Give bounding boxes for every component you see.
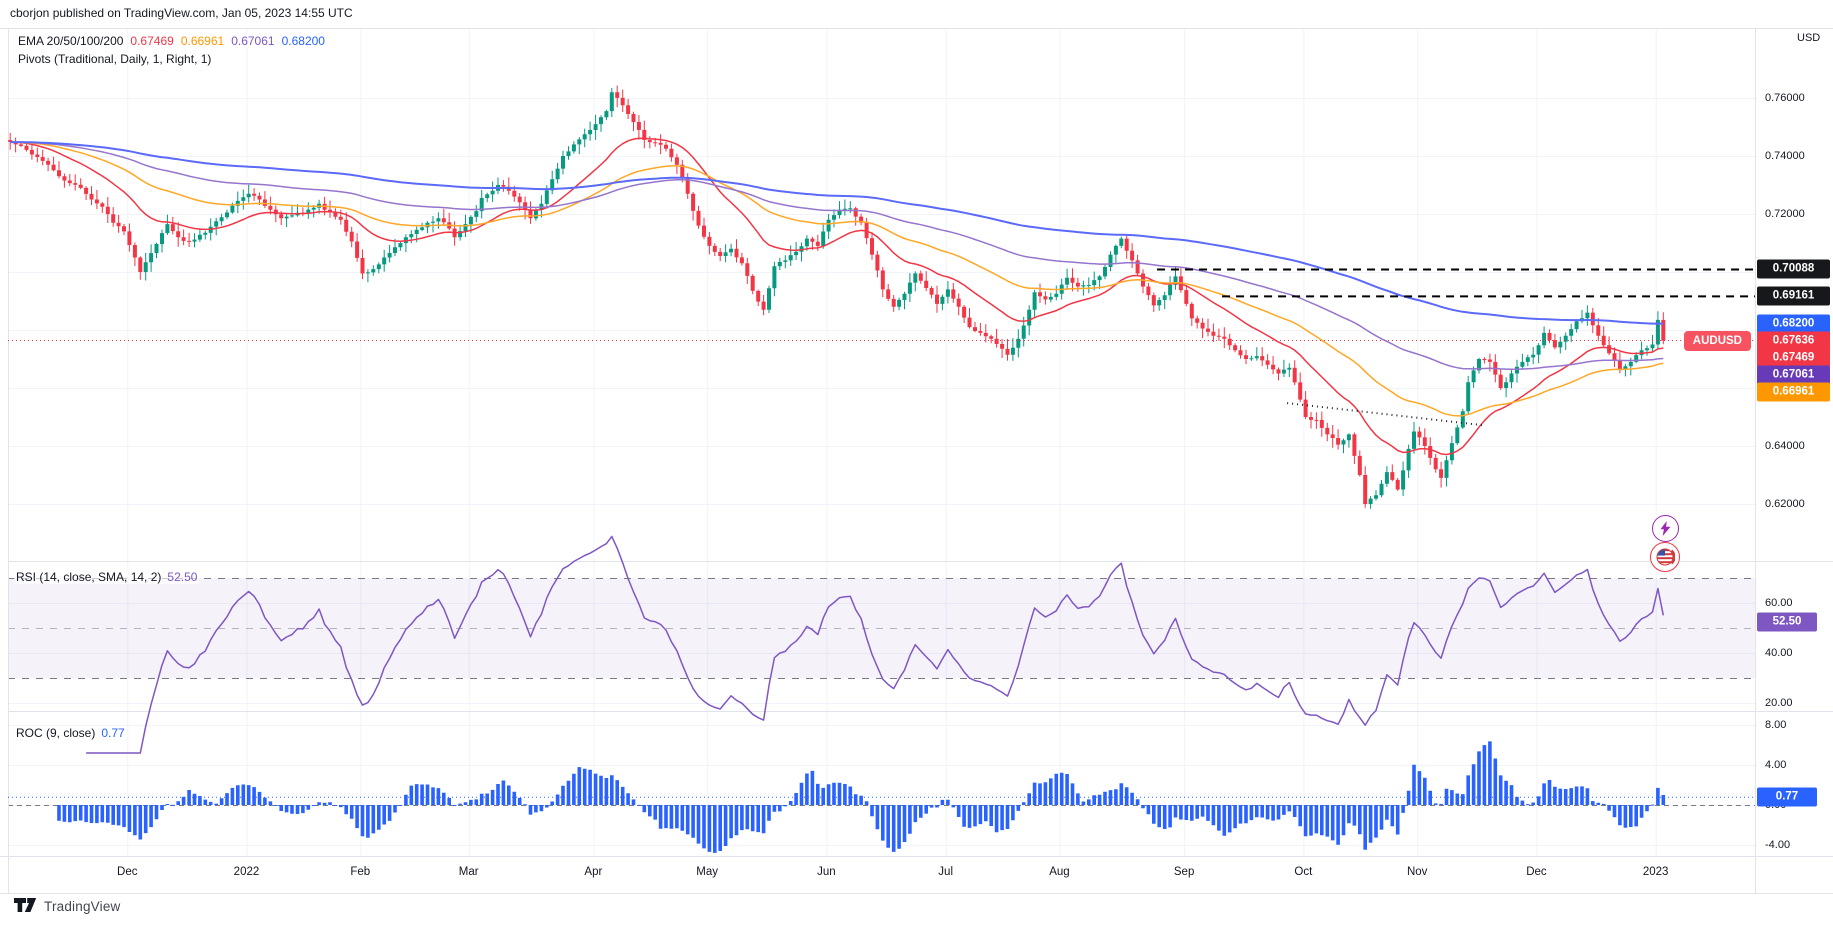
roc-tick-label: 4.00 (1765, 759, 1787, 771)
rsi-value: 52.50 (167, 570, 198, 584)
roc-bars (57, 741, 1666, 853)
legend-ema-value-4: 0.68200 (281, 34, 325, 48)
roc-pane-title[interactable]: ROC (9, close) 0.77 (14, 726, 127, 740)
price-badge-0.67061: 0.67061 (1757, 365, 1830, 385)
price-badge-0.66961: 0.66961 (1757, 382, 1830, 402)
tradingview-footer[interactable]: TradingView (14, 898, 121, 915)
legend-ema-value-1: 0.67469 (130, 34, 174, 48)
time-axis-label-Mar: Mar (458, 866, 479, 878)
ema-200-line (10, 141, 1664, 325)
rsi-tick-label: 20.00 (1765, 697, 1793, 709)
time-axis-label-2023: 2023 (1642, 866, 1669, 878)
rsi-title-text: RSI (14, close, SMA, 14, 2) (16, 570, 162, 584)
ema-100-line (10, 141, 1664, 370)
legend-ema-row[interactable]: EMA 20/50/100/200 0.67469 0.66961 0.67061 0.… (18, 32, 325, 50)
roc-value: 0.77 (101, 726, 125, 740)
symbol-pill: AUDUSD (1683, 331, 1751, 352)
published-bar: cborjon published on TradingView.com, Ja… (10, 6, 353, 20)
price-tick-label: 0.62000 (1765, 498, 1805, 510)
candle-bodies-up (143, 92, 1660, 504)
rsi-line (86, 535, 1665, 754)
legend-pivots-row[interactable]: Pivots (Traditional, Daily, 1, Right, 1) (18, 52, 212, 66)
roc-tick-label: 8.00 (1765, 719, 1787, 731)
price-tick-label: 0.72000 (1765, 208, 1805, 220)
time-axis-label-Dec: Dec (117, 866, 138, 878)
tradingview-brand-text: TradingView (44, 899, 121, 914)
lightning-icon[interactable] (1652, 515, 1679, 542)
price-badge-0.68200: 0.68200 (1757, 314, 1830, 334)
roc-title-text: ROC (9, close) (16, 726, 96, 740)
rsi-pane-title[interactable]: RSI (14, close, SMA, 14, 2) 52.50 (14, 570, 200, 584)
price-tick-label: 0.74000 (1765, 150, 1805, 162)
candle-wicks-up (145, 87, 1659, 509)
roc-value-badge: 0.77 (1757, 787, 1817, 807)
time-axis-label-Jul: Jul (938, 866, 954, 878)
rsi-tick-label: 60.00 (1765, 597, 1793, 609)
price-badge-0.70088: 0.70088 (1757, 259, 1830, 279)
time-axis-label-2022: 2022 (233, 866, 260, 878)
time-axis-label-Aug: Aug (1049, 866, 1070, 878)
time-axis-label-Feb: Feb (350, 866, 371, 878)
us-flag-icon[interactable] (1650, 542, 1680, 572)
time-axis-label-Dec: Dec (1526, 866, 1547, 878)
price-badge-0.67469: 0.67469 (1757, 348, 1830, 368)
time-axis-label-May: May (696, 866, 719, 878)
tradingview-logo-icon (14, 898, 37, 912)
legend-ema-value-2: 0.66961 (180, 34, 225, 48)
time-axis-label-Nov: Nov (1406, 866, 1428, 878)
chart-legend[interactable]: EMA 20/50/100/200 0.67469 0.66961 0.67061 0.… (18, 32, 325, 68)
ema-20-line (10, 137, 1664, 456)
price-badge-0.67636: 0.67636 (1757, 331, 1830, 351)
price-badge-0.69161: 0.69161 (1757, 286, 1830, 306)
time-axis-label-Jun: Jun (817, 866, 836, 878)
time-axis-label-Apr: Apr (584, 866, 603, 878)
legend-ema-label: EMA 20/50/100/200 (18, 34, 124, 48)
rsi-tick-label: 40.00 (1765, 647, 1793, 659)
time-axis-label-Sep: Sep (1173, 866, 1195, 878)
ema-50-line (10, 141, 1664, 417)
price-tick-label: 0.64000 (1765, 440, 1805, 452)
price-tick-label: 0.76000 (1765, 92, 1805, 104)
price-axis-unit: USD (1797, 32, 1821, 44)
rsi-value-badge: 52.50 (1757, 612, 1817, 632)
candle-bodies-down (8, 92, 1666, 504)
roc-tick-label: -4.00 (1765, 839, 1791, 851)
legend-ema-value-3: 0.67061 (231, 34, 275, 48)
time-axis-label-Oct: Oct (1294, 866, 1313, 878)
